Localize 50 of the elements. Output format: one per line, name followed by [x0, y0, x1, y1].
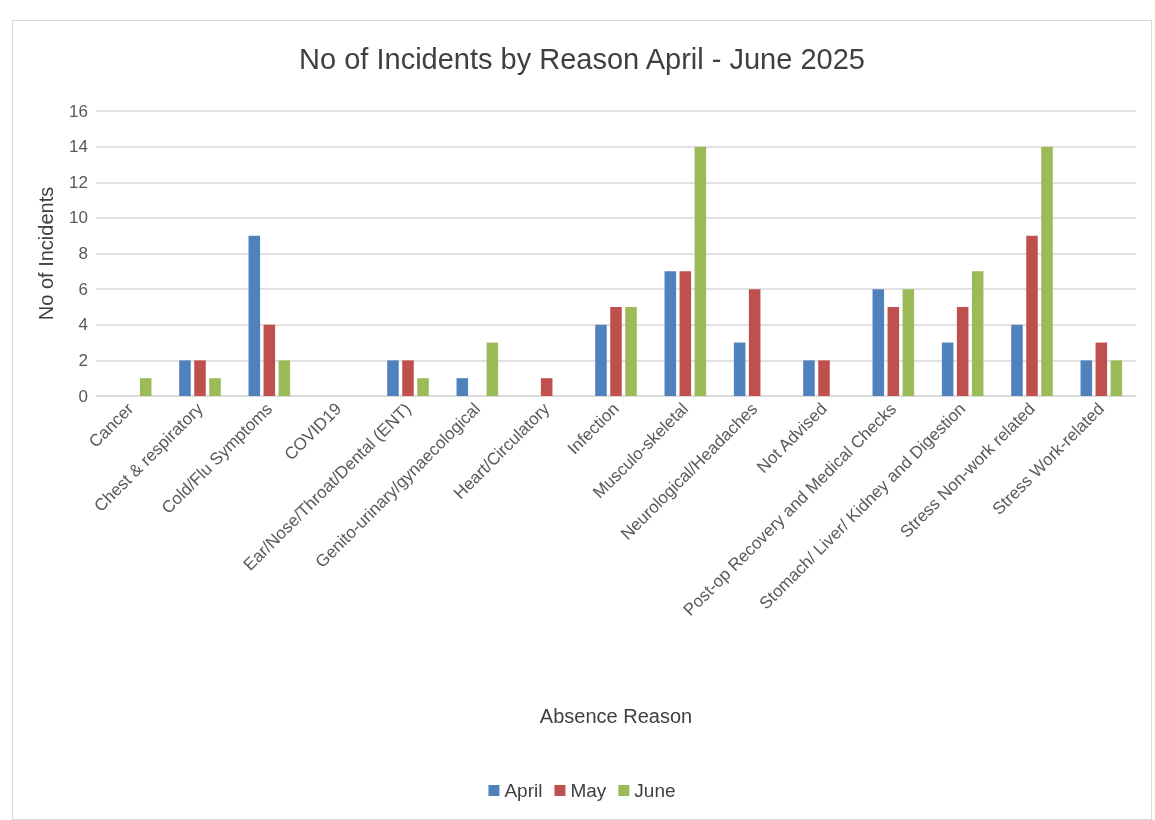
bar [971, 271, 984, 396]
bar [1041, 146, 1053, 396]
bar [610, 306, 622, 396]
y-tick-label: 4 [78, 315, 88, 335]
bar [941, 342, 954, 396]
bar [887, 306, 900, 396]
y-tick-label: 6 [78, 279, 88, 299]
x-axis-title: Absence Reason [539, 705, 693, 727]
bar [540, 378, 553, 396]
bar [1080, 360, 1093, 396]
y-tick-label: 10 [69, 208, 88, 228]
bar [248, 235, 261, 396]
bar [733, 342, 746, 396]
bar [748, 289, 761, 396]
legend-label: April [504, 780, 543, 801]
y-tick-label: 14 [69, 137, 88, 157]
bar [625, 306, 637, 396]
chart-title: No of Incidents by Reason April - June 2025 [299, 42, 865, 75]
bar [664, 271, 677, 396]
y-tick-label: 0 [78, 386, 88, 406]
bar [402, 360, 414, 396]
bar [1095, 342, 1108, 396]
bar [456, 378, 469, 396]
bar [263, 324, 276, 396]
y-tick-label: 2 [78, 350, 88, 370]
bar [1026, 235, 1038, 396]
legend-label: May [570, 780, 607, 801]
bar [278, 360, 291, 396]
bar [902, 289, 915, 396]
y-tick-label: 12 [69, 172, 88, 192]
y-axis-title: No of Incidents [35, 186, 57, 321]
bar [803, 360, 815, 396]
y-tick-label: 8 [78, 244, 88, 263]
bar [694, 146, 707, 396]
bar [1011, 324, 1023, 396]
bar [387, 360, 399, 396]
bar [679, 271, 692, 396]
bar [209, 378, 221, 396]
bar [139, 378, 152, 396]
bar [417, 378, 429, 396]
bar [956, 306, 969, 396]
legend-label: June [634, 780, 676, 801]
bar [872, 289, 885, 396]
bar [179, 360, 191, 396]
bar [595, 324, 607, 396]
bar [1110, 360, 1123, 396]
bar [194, 360, 206, 396]
bar [818, 360, 830, 396]
bar [486, 342, 499, 396]
y-tick-label: 16 [69, 101, 88, 121]
